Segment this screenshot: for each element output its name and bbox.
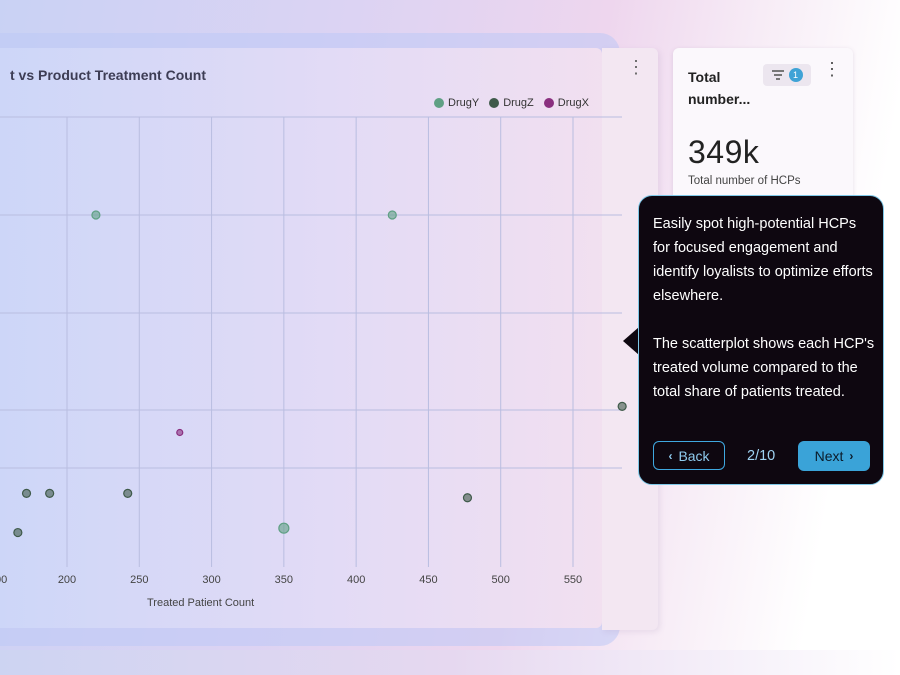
- scatter-point-drugy[interactable]: [91, 210, 101, 220]
- kpi-title: Total number...: [688, 69, 751, 107]
- legend-label: DrugY: [448, 97, 480, 109]
- tour-tooltip: Easily spot high-potential HCPs for focu…: [638, 195, 884, 485]
- x-tick-label: 500: [492, 574, 510, 586]
- scatter-plot: 00 200 250 300 350 400 450 500 550: [0, 116, 627, 586]
- kpi-card: Total number... 1 ⋮ 349k Total number of…: [673, 48, 853, 218]
- background-band: [0, 650, 900, 675]
- scatter-point-drugz[interactable]: [21, 488, 32, 498]
- x-tick-label: 400: [347, 574, 365, 586]
- x-tick-label: 550: [564, 574, 582, 586]
- filter-button[interactable]: 1: [763, 64, 811, 86]
- scatter-chart-card: [0, 48, 602, 628]
- legend-dot-icon: [543, 98, 554, 108]
- kpi-subtitle: Total number of HCPs: [688, 175, 801, 187]
- vertical-dots-icon[interactable]: ⋮: [627, 57, 645, 77]
- tooltip-paragraph: Easily spot high-potential HCPs for focu…: [653, 216, 873, 304]
- tour-step-counter: 2/10: [747, 448, 776, 464]
- x-axis-label: Treated Patient Count: [147, 597, 255, 609]
- legend-item-drugx[interactable]: DrugX: [543, 97, 589, 109]
- back-button-label: Back: [678, 447, 710, 464]
- legend-label: DrugX: [557, 97, 589, 109]
- scatter-point-drugz[interactable]: [123, 488, 133, 498]
- back-button[interactable]: ‹ Back: [653, 441, 725, 470]
- legend-label: DrugZ: [503, 97, 534, 109]
- chevron-left-icon: ‹: [668, 448, 673, 463]
- x-tick-label: 250: [130, 574, 148, 586]
- legend-item-drugy[interactable]: DrugY: [434, 97, 479, 109]
- scatter-point-drugz[interactable]: [45, 488, 55, 498]
- kpi-value: 349k: [688, 134, 760, 170]
- next-button[interactable]: Next ›: [798, 441, 870, 471]
- filter-icon: [771, 70, 784, 80]
- scatter-point-drugy[interactable]: [387, 210, 397, 220]
- x-tick-label: 450: [419, 574, 437, 586]
- chevron-right-icon: ›: [849, 449, 854, 463]
- scatter-point-drugx[interactable]: [176, 428, 184, 437]
- vertical-dots-icon[interactable]: ⋮: [823, 59, 841, 79]
- tooltip-text: Easily spot high-potential HCPs for focu…: [653, 212, 875, 404]
- scatter-point-drugz[interactable]: [13, 527, 23, 538]
- x-tick-label: 300: [202, 574, 220, 586]
- tooltip-arrow: [623, 327, 639, 355]
- chart-title: t vs Product Treatment Count: [10, 67, 207, 83]
- filter-count-badge: 1: [788, 68, 803, 82]
- legend-dot-icon: [434, 98, 444, 108]
- scatter-point-drugy[interactable]: [278, 522, 290, 534]
- tooltip-paragraph: The scatterplot shows each HCP's treated…: [653, 336, 875, 400]
- x-tick-label: 200: [58, 574, 76, 586]
- scatter-point-drugz[interactable]: [462, 493, 473, 503]
- chart-legend: DrugY DrugZ DrugX: [434, 97, 589, 109]
- x-tick-label: 350: [275, 574, 293, 586]
- scatter-point-drugz[interactable]: [617, 401, 627, 411]
- legend-item-drugz[interactable]: DrugZ: [489, 97, 534, 109]
- x-tick-label: 00: [0, 574, 7, 586]
- legend-dot-icon: [489, 98, 500, 108]
- next-button-label: Next: [814, 448, 844, 464]
